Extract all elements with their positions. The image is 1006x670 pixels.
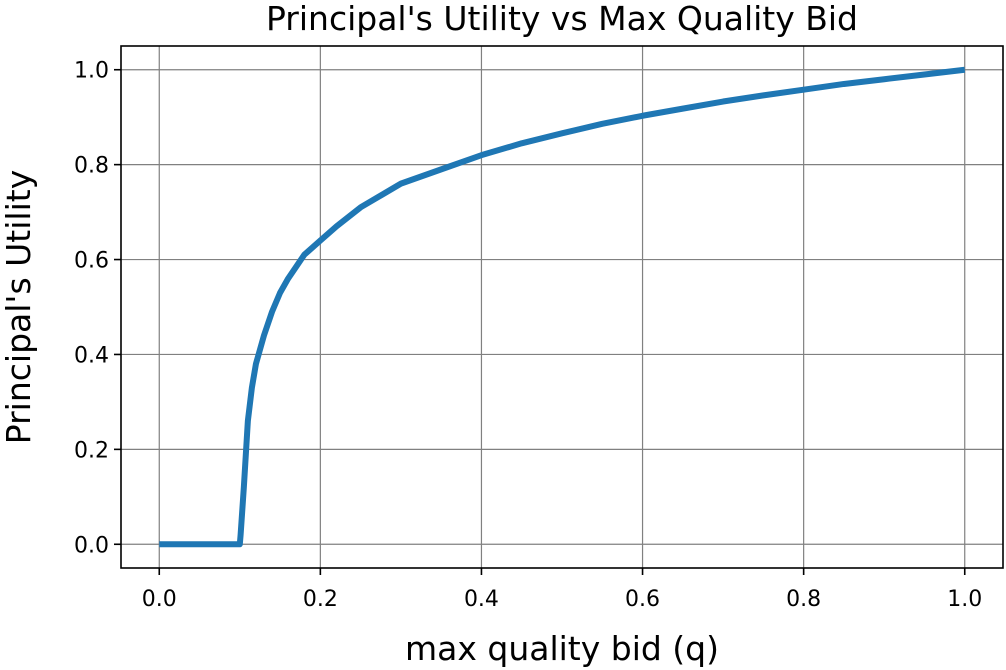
y-tick-label: 0.8 [74, 154, 109, 179]
x-tick-label: 0.8 [786, 587, 821, 612]
y-axis: 0.0 0.2 0.4 0.6 0.8 1.0 [74, 59, 121, 558]
y-tick-label: 0.0 [74, 533, 109, 558]
x-tick-label: 1.0 [947, 587, 982, 612]
x-tick-label: 0.4 [464, 587, 499, 612]
grid [121, 46, 1003, 568]
y-axis-title: Principal's Utility [0, 170, 38, 444]
x-tick-label: 0.6 [625, 587, 660, 612]
series-line [159, 66, 966, 548]
series-layer [159, 66, 966, 548]
y-tick-label: 1.0 [74, 59, 109, 84]
plot-frame [120, 45, 1004, 569]
y-tick-label: 0.6 [74, 249, 109, 274]
y-tick-label: 0.2 [74, 438, 109, 463]
x-axis: 0.0 0.2 0.4 0.6 0.8 1.0 [142, 568, 982, 612]
x-axis-title: max quality bid (q) [405, 629, 719, 668]
y-tick-label: 0.4 [74, 343, 109, 368]
x-tick-label: 0.0 [142, 587, 177, 612]
x-tick-label: 0.2 [303, 587, 338, 612]
chart-title: Principal's Utility vs Max Quality Bid [266, 0, 858, 38]
